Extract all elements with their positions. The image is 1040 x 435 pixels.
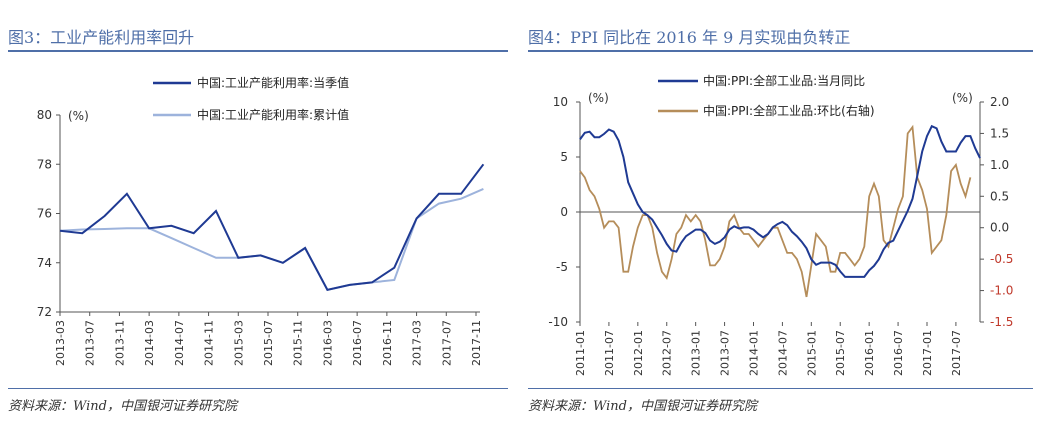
left-figure-title: 图3：工业产能利用率回升 bbox=[8, 28, 195, 47]
series-line-quarterly bbox=[59, 163, 485, 291]
x-tick-label: 2013-07 bbox=[719, 330, 732, 376]
x-tick-label: 2017-07 bbox=[950, 330, 963, 376]
right-source-note: 资料来源：Wind，中国银河证券研究院 bbox=[528, 399, 757, 414]
x-tick-label: 2017-07 bbox=[440, 320, 453, 366]
y2-tick-label: 2.0 bbox=[990, 95, 1009, 109]
x-tick-label: 2014-07 bbox=[173, 320, 186, 366]
x-tick-label: 2015-03 bbox=[232, 320, 245, 366]
y-tick-label: 10 bbox=[553, 95, 568, 109]
x-tick-label: 2011-01 bbox=[574, 330, 587, 376]
ppi-chart: -10 -5 0 5 10 -1.5 -1.0 -0.5 0.0 0.5 1.0 1.5 2.0 (%) (… bbox=[548, 73, 1013, 376]
y-unit-label: (%) bbox=[68, 109, 89, 123]
x-tick-label: 2013-11 bbox=[113, 320, 126, 366]
x-tick-label: 2014-11 bbox=[203, 320, 216, 366]
y-tick-label: 74 bbox=[37, 256, 52, 270]
left-source-note: 资料来源：Wind，中国银河证券研究院 bbox=[8, 399, 237, 414]
y2-tick-label: 0.0 bbox=[990, 221, 1009, 235]
x-tick-label: 2015-07 bbox=[262, 320, 275, 366]
capacity-utilization-chart: 72 74 76 78 80 (%) 2013-03 2013-07 2013-11 2014-0… bbox=[37, 75, 485, 366]
y2-tick-label: 1.0 bbox=[990, 158, 1009, 172]
right-panel: 图4：PPI 同比在 2016 年 9 月实现由负转正 -10 -5 0 5 10 -1.… bbox=[528, 0, 1033, 435]
right-bottom-rule bbox=[528, 388, 1033, 389]
series-line-yoy bbox=[579, 124, 981, 278]
x-tick-label: 2013-03 bbox=[54, 320, 67, 366]
right-figure-title: 图4：PPI 同比在 2016 年 9 月实现由负转正 bbox=[528, 28, 851, 47]
left-bottom-rule bbox=[8, 388, 508, 389]
legend-label: 中国:工业产能利用率:累计值 bbox=[197, 107, 349, 122]
legend-label: 中国:PPI:全部工业品:环比(右轴) bbox=[703, 103, 875, 118]
y-tick-label: 76 bbox=[37, 207, 52, 221]
x-tick-label: 2014-07 bbox=[776, 330, 789, 376]
x-tick-label: 2016-01 bbox=[863, 330, 876, 376]
y-tick-label: 5 bbox=[560, 150, 568, 164]
x-tick-label: 2016-07 bbox=[892, 330, 905, 376]
y-tick-label: 0 bbox=[560, 205, 568, 219]
x-tick-label: 2016-11 bbox=[381, 320, 394, 366]
x-tick-label: 2012-07 bbox=[661, 330, 674, 376]
x-tick-label: 2013-01 bbox=[690, 330, 703, 376]
y2-tick-label: 1.5 bbox=[990, 126, 1009, 140]
series-line-mom bbox=[579, 124, 972, 298]
x-tick-label: 2017-03 bbox=[411, 320, 424, 366]
y-unit-label: (%) bbox=[588, 91, 609, 105]
x-tick-label: 2017-11 bbox=[470, 320, 483, 366]
y-tick-label: 72 bbox=[37, 305, 52, 319]
y-tick-label: 80 bbox=[37, 108, 52, 122]
x-tick-label: 2015-11 bbox=[292, 320, 305, 366]
x-tick-label: 2015-07 bbox=[834, 330, 847, 376]
y-tick-label: -10 bbox=[548, 315, 568, 329]
x-tick-label: 2014-03 bbox=[143, 320, 156, 366]
y-tick-label: 78 bbox=[37, 157, 52, 171]
x-tick-label: 2011-07 bbox=[603, 330, 616, 376]
y2-tick-label: -1.0 bbox=[990, 284, 1013, 298]
x-tick-label: 2016-03 bbox=[321, 320, 334, 366]
x-tick-label: 2016-07 bbox=[351, 320, 364, 366]
y2-unit-label: (%) bbox=[952, 91, 973, 105]
x-tick-label: 2013-07 bbox=[84, 320, 97, 366]
x-tick-label: 2012-01 bbox=[632, 330, 645, 376]
y2-tick-label: -1.5 bbox=[990, 315, 1013, 329]
left-panel: 图3：工业产能利用率回升 72 74 76 78 80 (%) 2013-03 2013-07… bbox=[8, 0, 508, 435]
y-tick-label: -5 bbox=[556, 260, 568, 274]
y2-tick-label: 0.5 bbox=[990, 189, 1009, 203]
legend-label: 中国:PPI:全部工业品:当月同比 bbox=[703, 73, 865, 88]
right-title-rule bbox=[528, 50, 1033, 52]
x-tick-label: 2015-01 bbox=[805, 330, 818, 376]
x-tick-label: 2017-01 bbox=[921, 330, 934, 376]
y2-tick-label: -0.5 bbox=[990, 252, 1013, 266]
series-line-cumulative bbox=[59, 187, 484, 291]
legend-label: 中国:工业产能利用率:当季值 bbox=[197, 75, 349, 90]
left-title-rule bbox=[8, 50, 508, 52]
x-tick-label: 2014-01 bbox=[747, 330, 760, 376]
